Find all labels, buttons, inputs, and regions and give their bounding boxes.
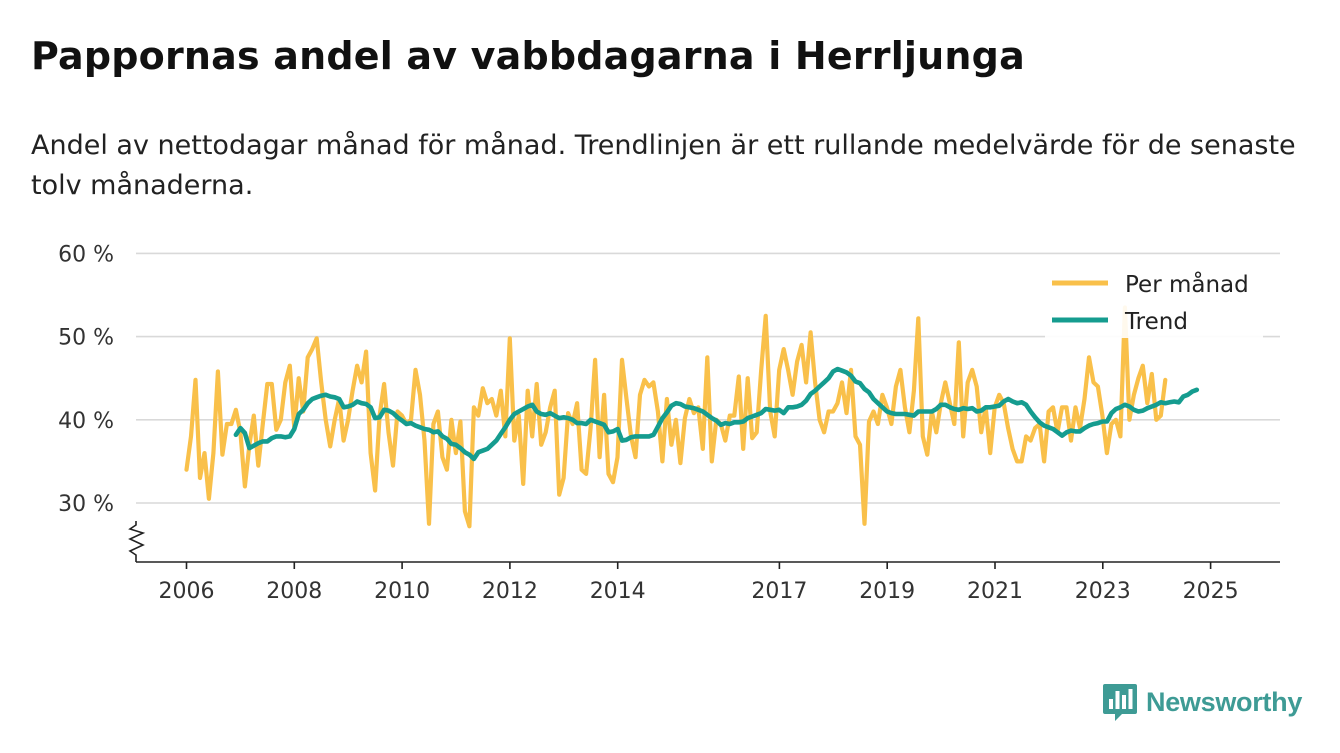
legend: Per månad Trend: [1052, 270, 1249, 335]
x-tick-label: 2006: [159, 579, 215, 604]
legend-label-monthly: Per månad: [1125, 270, 1249, 298]
x-tick-label: 2023: [1075, 579, 1131, 604]
legend-label-trend: Trend: [1124, 309, 1188, 335]
x-tick-label: 2019: [859, 579, 915, 604]
y-tick-label: 60 %: [58, 242, 114, 267]
trend-series-line: [233, 366, 1200, 462]
x-tick-label: 2021: [967, 579, 1023, 604]
x-tick-label: 2010: [374, 579, 430, 604]
axis-break-icon: [128, 521, 146, 562]
y-axis: 30 % 40 % 50 % 60 %: [58, 242, 114, 517]
y-tick-label: 40 %: [58, 409, 114, 434]
series-area: [184, 305, 1200, 529]
x-tick-label: 2008: [266, 579, 322, 604]
newsworthy-logo-icon: [1103, 684, 1137, 721]
x-tick-label: 2014: [590, 579, 646, 604]
chart-title: Pappornas andel av vabbdagarna i Herrlju…: [31, 34, 1025, 78]
x-tick-label: 2017: [751, 579, 807, 604]
y-tick-label: 50 %: [58, 326, 114, 351]
x-axis-ticks: 2006 2008 2010 2012 2014 2017 2019 2021 2023 2025: [159, 562, 1239, 604]
x-tick-label: 2012: [482, 579, 538, 604]
newsworthy-logo: Newsworthy: [1102, 682, 1302, 722]
legend-background: [1045, 262, 1263, 338]
chart-subtitle: Andel av nettodagar månad för månad. Tre…: [31, 130, 1296, 201]
brand-name: Newsworthy: [1146, 686, 1303, 717]
x-axis: [128, 521, 1280, 563]
x-tick-label: 2025: [1183, 579, 1239, 604]
monthly-series-line: [184, 305, 1168, 529]
y-tick-label: 30 %: [58, 492, 114, 517]
